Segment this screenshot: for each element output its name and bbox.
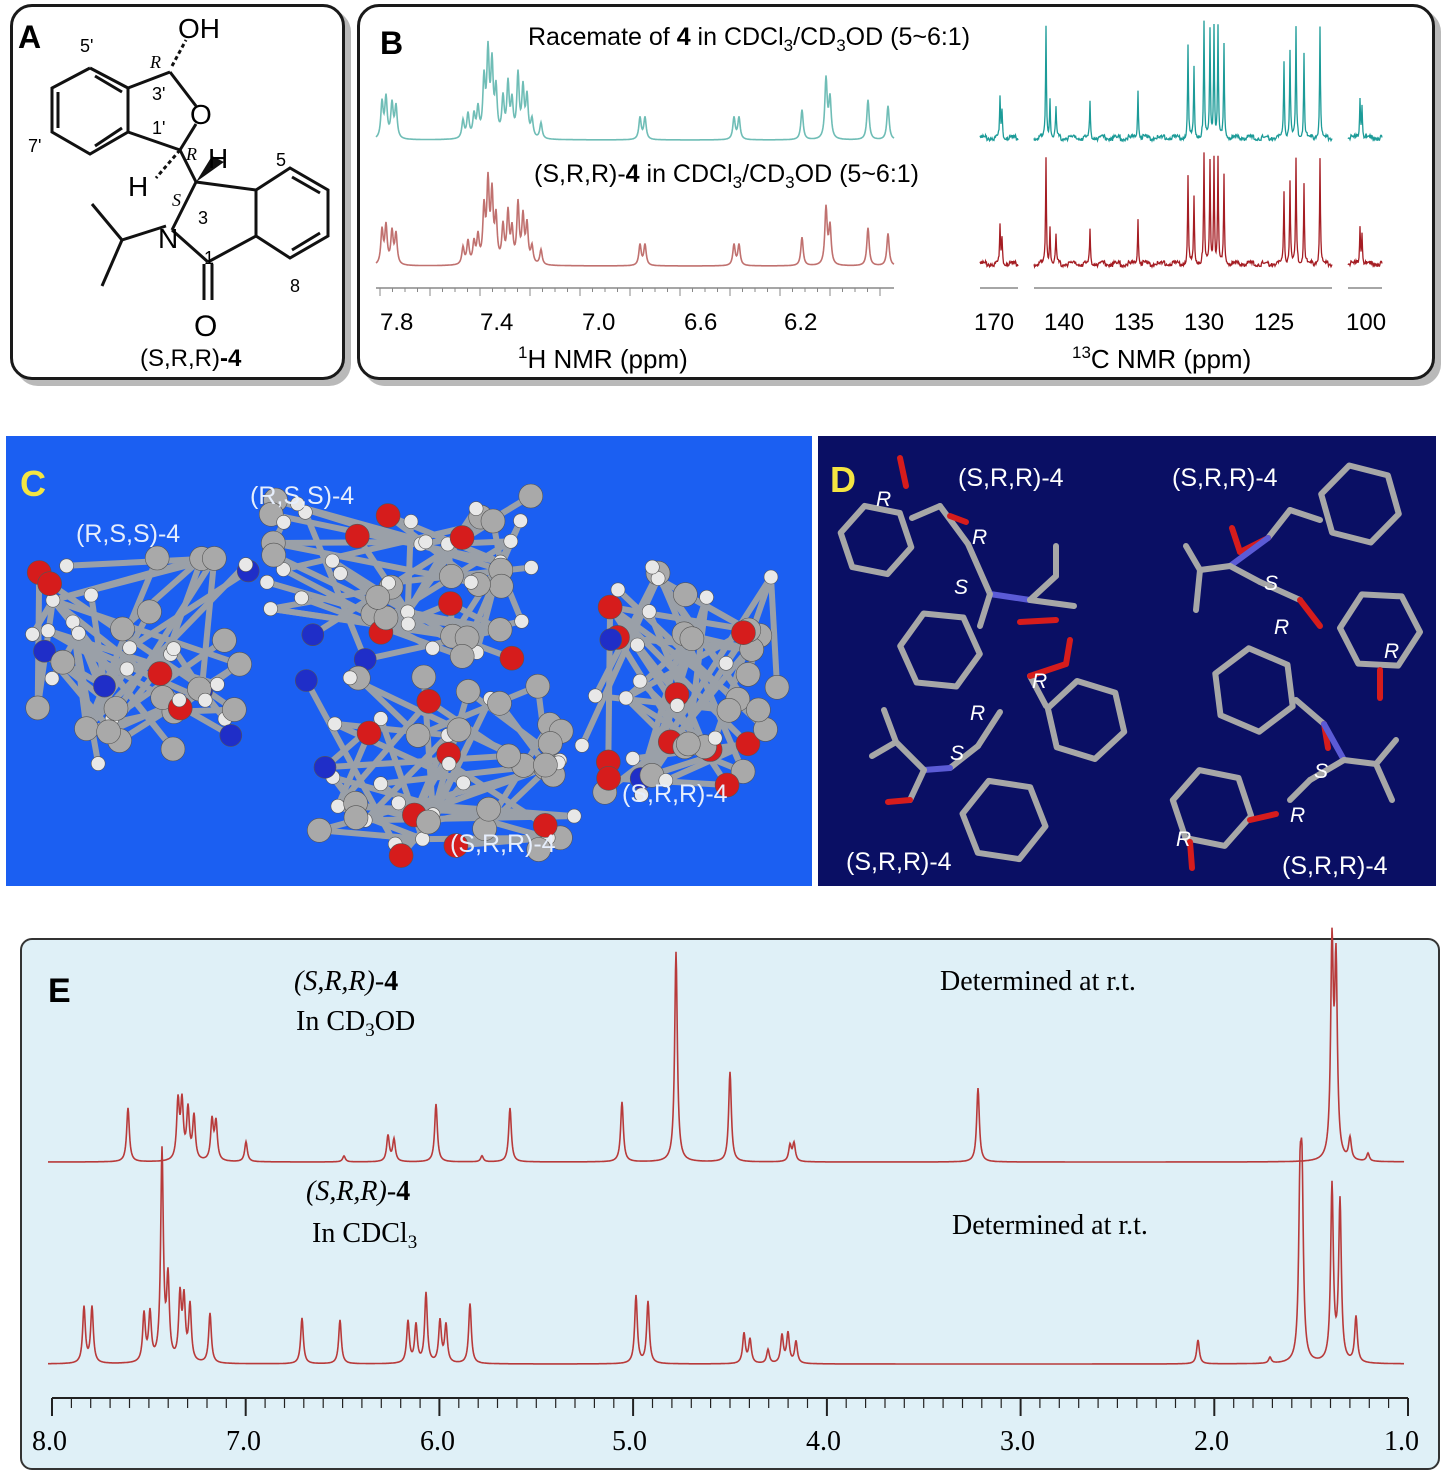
h-axis-tick: 7.0 — [582, 309, 615, 336]
molecule-label: (S,R,R)-4 — [450, 830, 556, 858]
cdcl3-1h-trace — [48, 1137, 1404, 1365]
stereo-letter: S — [1264, 572, 1278, 595]
e-axis-tick: 3.0 — [1000, 1426, 1035, 1457]
molecule-label: (R,S,S)-4 — [76, 520, 180, 548]
e-axis-tick: 2.0 — [1194, 1426, 1229, 1457]
h-axis-tick: 6.2 — [784, 309, 817, 336]
stereo-letter: R — [1274, 616, 1289, 639]
molecule-label: (S,R,R)-4 — [958, 464, 1064, 492]
stereo-letter: S — [950, 742, 964, 765]
panel-a-label: A — [18, 19, 41, 55]
top-solvent: In CD3OD — [296, 1006, 415, 1041]
hydroxyl-label: OH — [178, 13, 220, 44]
c-axis-tick: 140 — [1044, 309, 1084, 336]
stereo-label-3p: R — [149, 52, 161, 72]
c-axis-tick: 170 — [974, 309, 1014, 336]
e-axis-tick: 5.0 — [612, 1426, 647, 1457]
panel-d-label: D — [830, 459, 856, 500]
stereo-letter: R — [1032, 670, 1047, 693]
c-axis-tick: 125 — [1254, 309, 1294, 336]
c-axis-tick: 100 — [1346, 309, 1386, 336]
bottom-note: Determined at r.t. — [952, 1210, 1148, 1241]
e-axis-tick: 8.0 — [32, 1426, 67, 1457]
h-axis-tick: 7.4 — [480, 309, 513, 336]
top-compound-name: (S,R,R)-4 — [294, 966, 398, 997]
atom-number-1p: 1' — [152, 118, 165, 138]
stereo-letter: S — [954, 576, 968, 599]
h-axis-tick: 7.8 — [380, 309, 413, 336]
c-axis-tick: 130 — [1184, 309, 1224, 336]
stereo-letter: R — [1384, 640, 1399, 663]
e-axis-tick: 1.0 — [1384, 1426, 1419, 1457]
stereo-letter: R — [1290, 804, 1305, 827]
enantiomer-title: (S,R,R)-4 in CDCl3/CD3OD (5~6:1) — [534, 160, 919, 192]
h-axis-minor-ticks — [379, 288, 881, 296]
racemate-title: Racemate of 4 in CDCl3/CD3OD (5~6:1) — [528, 23, 970, 55]
carbonyl-oxygen-label: O — [194, 310, 217, 343]
bottom-solvent: In CDCl3 — [312, 1218, 417, 1253]
enantiomer-1h-trace — [375, 171, 895, 267]
stick-molecules — [837, 455, 1423, 871]
h-axis-tick: 6.6 — [684, 309, 717, 336]
atom-number-3: 3 — [198, 208, 208, 228]
racemate-13c-trace — [979, 20, 1383, 143]
stereo-letter: S — [1314, 760, 1328, 783]
hydrogen-label-1: H — [208, 143, 228, 174]
panel-e-nmr — [20, 938, 1440, 1470]
atom-number-5: 5 — [276, 150, 286, 170]
e-axis-tick: 6.0 — [420, 1426, 455, 1457]
bottom-compound-name: (S,R,R)-4 — [306, 1176, 410, 1207]
molecule-label: (S,R,R)-4 — [622, 780, 728, 808]
atom-number-7p: 7' — [28, 136, 41, 156]
e-axis-tick: 4.0 — [806, 1426, 841, 1457]
ring-oxygen-label: O — [190, 99, 212, 130]
atom-number-3p: 3' — [152, 84, 165, 104]
nitrogen-label: N — [158, 223, 178, 254]
panel-b-nmr — [357, 4, 1435, 380]
stereo-letter: R — [1176, 828, 1191, 851]
e-axis-tick: 7.0 — [226, 1426, 261, 1457]
atom-number-1: 1 — [204, 248, 214, 268]
atom-number-5p: 5' — [80, 36, 93, 56]
wedge-bond — [196, 156, 224, 182]
cd3od-1h-trace — [48, 927, 1405, 1163]
stereo-letter: R — [972, 526, 987, 549]
racemate-1h-trace — [375, 40, 895, 141]
structure-bonds — [50, 39, 330, 300]
c-axis-label: 13C NMR (ppm) — [1072, 343, 1251, 374]
compound-caption: (S,R,R)-4 — [140, 345, 242, 372]
c-axis-tick: 135 — [1114, 309, 1154, 336]
stereo-letter: R — [970, 702, 985, 725]
molecule-label: (R,S,S)-4 — [250, 482, 354, 510]
panel-c-label: C — [20, 463, 46, 504]
stereo-label-3: S — [172, 190, 181, 210]
molecule-label: (S,R,R)-4 — [846, 848, 952, 876]
panel-e-label: E — [48, 972, 71, 1010]
ball-and-stick-molecules — [25, 483, 790, 868]
e-axis-ticks — [51, 1398, 1409, 1416]
panel-b-label: B — [380, 25, 403, 61]
panel-a-structure — [10, 4, 345, 380]
enantiomer-13c-trace — [979, 152, 1383, 270]
hydrogen-label-2: H — [128, 171, 148, 202]
top-note: Determined at r.t. — [940, 966, 1136, 997]
stereo-label-1p: R — [185, 144, 197, 164]
atom-number-8: 8 — [290, 276, 300, 296]
molecule-label: (S,R,R)-4 — [1282, 852, 1388, 880]
stereo-letter: R — [876, 488, 891, 511]
h-axis-label: 1H NMR (ppm) — [518, 343, 688, 374]
molecule-label: (S,R,R)-4 — [1172, 464, 1278, 492]
